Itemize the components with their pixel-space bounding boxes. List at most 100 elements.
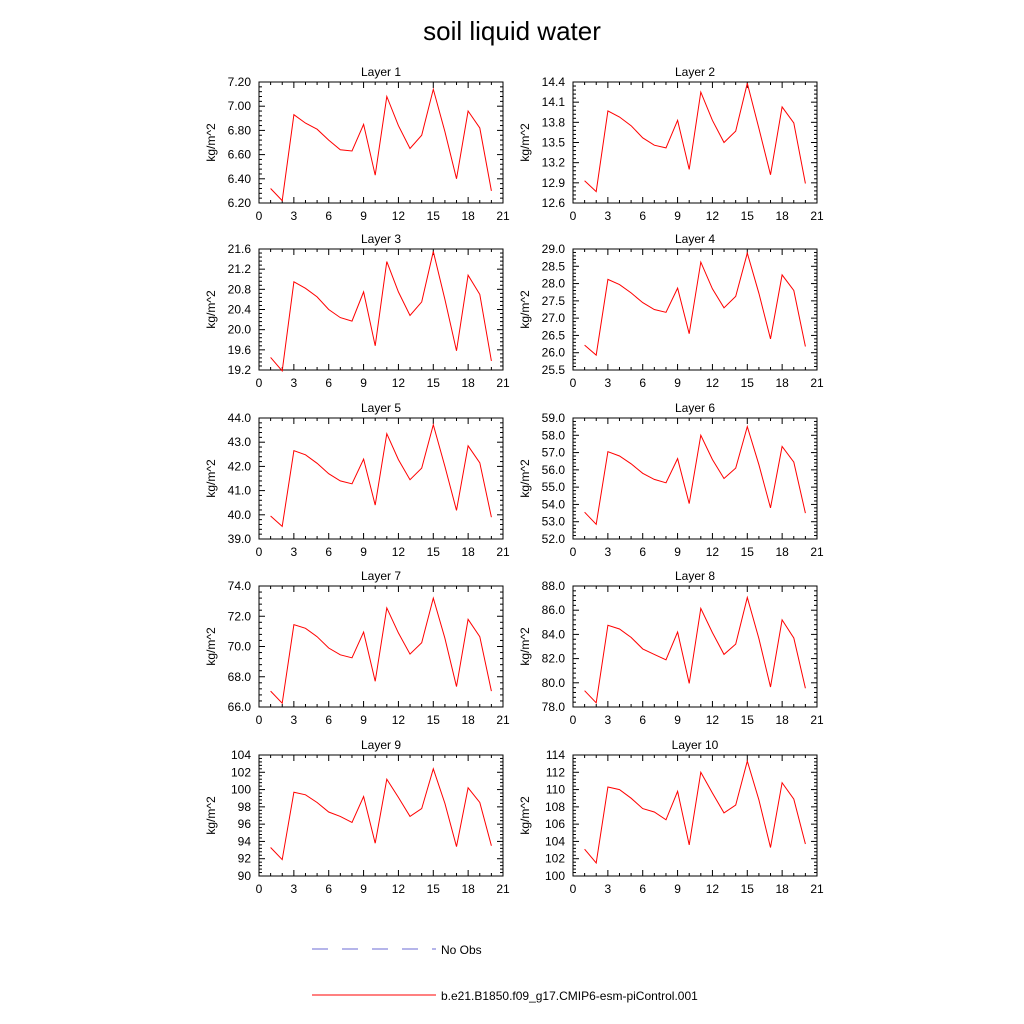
x-tick-label: 15: [741, 209, 755, 223]
y-tick-label: 98: [238, 800, 252, 814]
x-tick-label: 15: [741, 376, 755, 390]
x-tick-label: 9: [674, 376, 681, 390]
panel-layer-5: Layer 5 kg/m^2 0 3 6 9 12 15 18 21 39.0 40.0 41.0 42.…: [204, 401, 510, 559]
panel-title: Layer 10: [672, 738, 719, 752]
y-tick-label: 66.0: [228, 700, 252, 714]
figure-title: soil liquid water: [423, 16, 601, 46]
series-line-model: [584, 251, 806, 357]
y-tick-label: 6.80: [228, 123, 252, 137]
x-tick-label: 3: [605, 882, 612, 896]
panel-layer-3: Layer 3 kg/m^2 0 3 6 9 12 15 18 21 19.2 19.6 20.0 20.…: [204, 232, 510, 390]
x-tick-label: 0: [570, 713, 577, 727]
y-tick-label: 52.0: [542, 532, 566, 546]
y-tick-label: 102: [545, 852, 565, 866]
x-tick-label: 3: [605, 713, 612, 727]
x-tick-label: 21: [810, 376, 824, 390]
series-line-model: [584, 424, 806, 526]
x-tick-label: 9: [360, 209, 367, 223]
y-tick-label: 92: [238, 852, 252, 866]
legend: No Obs b.e21.B1850.f09_g17.CMIP6-esm-piC…: [312, 943, 698, 1003]
panel-layer-2: Layer 2 kg/m^2 0 3 6 9 12 15 18 21 12.6 12.9 13.2 13.…: [518, 65, 824, 223]
y-tick-label: 12.9: [542, 176, 566, 190]
x-tick-label: 21: [810, 713, 824, 727]
y-tick-label: 59.0: [542, 411, 566, 425]
panel-title: Layer 3: [361, 232, 401, 246]
x-tick-label: 6: [325, 376, 332, 390]
y-tick-label: 104: [545, 834, 565, 848]
x-tick-label: 0: [256, 376, 263, 390]
x-tick-label: 12: [392, 376, 406, 390]
panel-layer-9: Layer 9 kg/m^2 0 3 6 9 12 15 18 21 90 92 94 96 98 100 10…: [204, 738, 510, 896]
panel-title: Layer 8: [675, 569, 715, 583]
x-tick-label: 3: [291, 209, 298, 223]
series-line-model: [270, 422, 492, 528]
x-tick-label: 21: [496, 713, 510, 727]
y-tick-label: 94: [238, 834, 252, 848]
panel-layer-4: Layer 4 kg/m^2 0 3 6 9 12 15 18 21 25.5 26.0 26.5 27.…: [518, 232, 824, 390]
panel-title: Layer 6: [675, 401, 715, 415]
x-tick-label: 18: [461, 376, 475, 390]
x-tick-label: 0: [570, 545, 577, 559]
x-tick-label: 21: [810, 545, 824, 559]
y-tick-label: 14.4: [542, 75, 566, 89]
x-tick-label: 18: [775, 882, 789, 896]
x-tick-label: 0: [256, 882, 263, 896]
panels-group: Layer 1 kg/m^2 0 3 6 9 12 15 18 21 6.20 6.40 6.60 6.8…: [204, 65, 824, 896]
x-tick-label: 12: [392, 882, 406, 896]
plot-frame: [258, 81, 504, 204]
x-tick-label: 15: [427, 713, 441, 727]
y-tick-label: 53.0: [542, 515, 566, 529]
y-tick-label: 28.0: [542, 277, 566, 291]
x-tick-label: 12: [706, 376, 720, 390]
x-tick-label: 9: [674, 209, 681, 223]
y-tick-label: 88.0: [542, 579, 566, 593]
x-tick-label: 21: [810, 882, 824, 896]
y-tick-label: 7.00: [228, 99, 252, 113]
x-tick-label: 15: [741, 882, 755, 896]
plot-frame: [572, 248, 818, 371]
panel-title: Layer 9: [361, 738, 401, 752]
y-tick-label: 26.0: [542, 346, 566, 360]
series-line-model: [270, 596, 492, 705]
x-tick-label: 12: [706, 545, 720, 559]
y-tick-label: 55.0: [542, 480, 566, 494]
y-tick-label: 27.5: [542, 294, 566, 308]
plot-frame: [258, 754, 504, 877]
x-tick-label: 12: [392, 209, 406, 223]
y-axis-label: kg/m^2: [204, 796, 218, 835]
x-tick-label: 18: [775, 376, 789, 390]
panel-layer-1: Layer 1 kg/m^2 0 3 6 9 12 15 18 21 6.20 6.40 6.60 6.8…: [204, 65, 510, 223]
x-tick-label: 0: [570, 209, 577, 223]
x-tick-label: 6: [325, 713, 332, 727]
y-tick-label: 13.8: [542, 115, 566, 129]
y-tick-label: 7.20: [228, 75, 252, 89]
y-tick-label: 6.20: [228, 196, 252, 210]
y-tick-label: 54.0: [542, 497, 566, 511]
x-tick-label: 12: [706, 209, 720, 223]
y-tick-label: 13.5: [542, 136, 566, 150]
y-tick-label: 68.0: [228, 670, 252, 684]
x-tick-label: 6: [639, 376, 646, 390]
x-tick-label: 9: [360, 882, 367, 896]
legend-no-obs-label: No Obs: [441, 943, 482, 957]
x-tick-label: 12: [392, 545, 406, 559]
series-line-model: [584, 759, 806, 865]
x-tick-label: 18: [775, 713, 789, 727]
y-tick-label: 104: [231, 748, 251, 762]
y-tick-label: 108: [545, 800, 565, 814]
x-tick-label: 9: [360, 376, 367, 390]
x-tick-label: 3: [605, 376, 612, 390]
y-tick-label: 70.0: [228, 640, 252, 654]
y-tick-label: 102: [231, 765, 251, 779]
x-tick-label: 12: [706, 882, 720, 896]
x-tick-label: 3: [291, 376, 298, 390]
y-tick-label: 42.0: [228, 459, 252, 473]
x-tick-label: 15: [741, 545, 755, 559]
panel-layer-8: Layer 8 kg/m^2 0 3 6 9 12 15 18 21 78.0 80.0 82.0 84.…: [518, 569, 824, 727]
panel-title: Layer 1: [361, 65, 401, 79]
y-axis-label: kg/m^2: [518, 796, 532, 835]
y-tick-label: 90: [238, 869, 252, 883]
x-tick-label: 12: [706, 713, 720, 727]
x-tick-label: 9: [674, 713, 681, 727]
